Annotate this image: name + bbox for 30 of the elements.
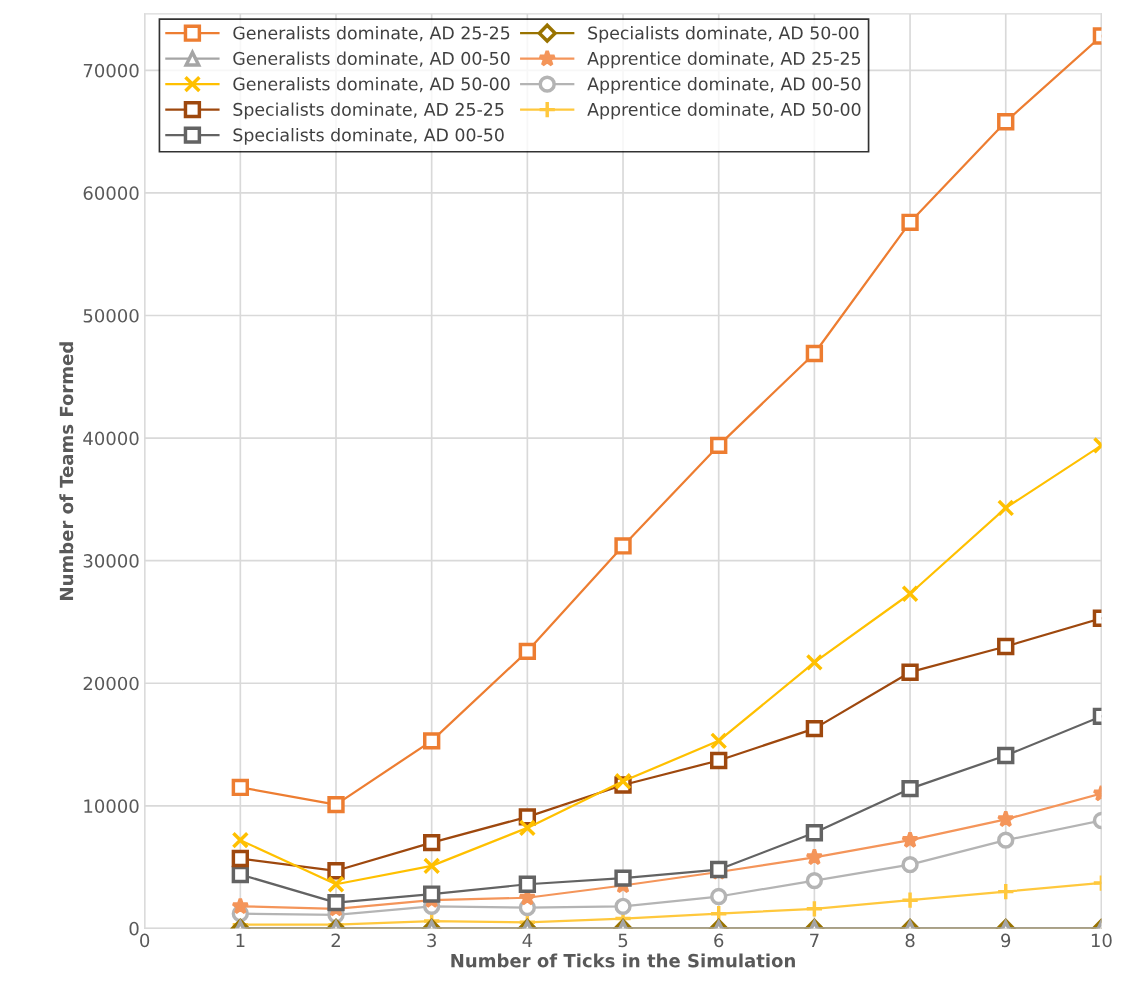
legend-label: Specialists dominate, AD 25-25 xyxy=(233,102,504,120)
y-tick-label: 20000 xyxy=(83,676,139,691)
y-tick-label: 70000 xyxy=(83,63,139,78)
x-tick-label: 8 xyxy=(905,933,915,948)
y-tick-label: 0 xyxy=(129,921,139,936)
x-axis-title: Number of Ticks in the Simulation xyxy=(451,953,795,968)
legend-label: Apprentice dominate, AD 25-25 xyxy=(587,51,861,69)
y-tick-label: 40000 xyxy=(83,431,139,446)
x-tick-label: 10 xyxy=(1091,933,1112,948)
legend-label: Apprentice dominate, AD 00-50 xyxy=(587,77,861,94)
legend-label: Specialists dominate, AD 50-00 xyxy=(588,26,859,43)
legend-label: Specialists dominate, AD 00-50 xyxy=(233,128,504,145)
x-tick-label: 1 xyxy=(236,933,245,947)
legend-label: Generalists dominate, AD 25-25 xyxy=(233,26,510,42)
x-tick-label: 6 xyxy=(714,933,724,948)
x-tick-label: 4 xyxy=(522,933,533,947)
x-tick-label: 3 xyxy=(427,933,436,948)
x-tick-label: 7 xyxy=(810,933,819,947)
y-axis-title: Number of Teams Formed xyxy=(59,342,74,600)
x-tick-label: 9 xyxy=(1001,933,1011,948)
x-tick-label: 2 xyxy=(331,933,340,947)
y-tick-label: 60000 xyxy=(83,186,139,201)
legend-label: Generalists dominate, AD 50-00 xyxy=(233,77,510,93)
legend-label: Generalists dominate, AD 00-50 xyxy=(233,51,510,67)
y-tick-label: 50000 xyxy=(83,308,139,323)
x-tick-label: 5 xyxy=(618,933,628,948)
legend-label: Apprentice dominate, AD 50-00 xyxy=(587,102,861,120)
y-tick-label: 10000 xyxy=(84,799,139,813)
x-tick-label: 0 xyxy=(140,933,150,948)
y-tick-label: 30000 xyxy=(83,554,139,568)
